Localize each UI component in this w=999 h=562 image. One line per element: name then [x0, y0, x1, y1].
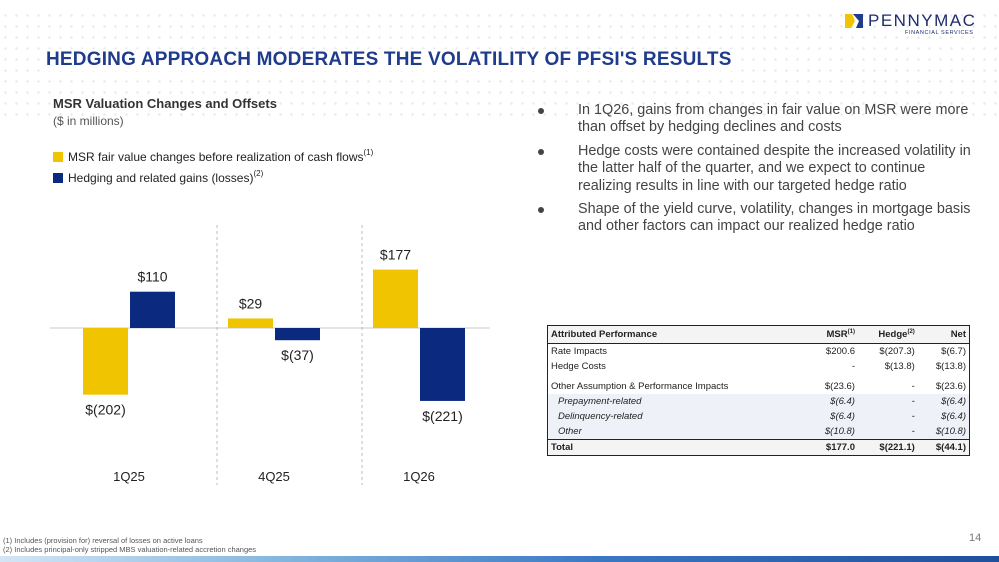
legend-swatch-gold	[53, 151, 63, 162]
bullet-item: In 1Q26, gains from changes in fair valu…	[532, 102, 972, 137]
legend-footnote-ref-1: (1)	[363, 148, 374, 157]
cell-hedge: $(13.8)	[884, 361, 915, 373]
data-label: $29	[239, 295, 263, 311]
cell-hedge: -	[911, 381, 915, 393]
cell-hedge: -	[857, 409, 918, 425]
table-row: Prepayment-related $(6.4) - $(6.4)	[547, 394, 970, 410]
table-row: Other $(10.8) - $(10.8)	[547, 424, 970, 440]
pennymac-logo: PENNYMAC FINANCIAL SERVICES	[845, 11, 985, 40]
x-tick-label: 4Q25	[258, 469, 290, 484]
cell-msr: $(10.8)	[807, 424, 858, 440]
bullet-item: Hedge costs were contained despite the i…	[532, 143, 972, 195]
msr-bar-chart: $(202) $110 1Q25 $29 $(37) 4Q25 $177 $(221) 1Q26	[50, 225, 490, 485]
x-tick-label: 1Q25	[113, 469, 145, 484]
bullet-item: Shape of the yield curve, volatility, ch…	[532, 201, 972, 236]
table-row: Other Assumption & Performance Impacts $…	[548, 374, 970, 394]
cell-net: $(6.4)	[917, 409, 970, 425]
data-label: $110	[137, 269, 167, 285]
table-total-row: Total $177.0 $(221.1) $(44.1)	[547, 439, 970, 457]
total-net: $(44.1)	[917, 439, 970, 457]
cell-msr: $(6.4)	[807, 394, 858, 410]
chart-legend: MSR fair value changes before realizatio…	[53, 146, 373, 188]
row-label: Hedge Costs	[551, 361, 606, 373]
row-label: Other Assumption & Performance Impacts	[551, 381, 729, 393]
cell-net: $(6.4)	[917, 394, 970, 410]
header-msr: MSR(1)	[807, 324, 858, 345]
bar-hedging-4Q25	[275, 328, 320, 341]
chart-title: MSR Valuation Changes and Offsets	[53, 96, 277, 111]
legend-label-hedging: Hedging and related gains (losses)	[68, 170, 254, 185]
logo-wordmark: PENNYMAC	[868, 11, 977, 30]
cell-hedge: $(207.3)	[879, 346, 915, 358]
header-net: Net	[917, 324, 970, 345]
cell-hedge: -	[857, 424, 918, 440]
cell-msr: $(6.4)	[807, 409, 858, 425]
row-label: Prepayment-related	[547, 394, 808, 410]
table-row: Rate Impacts $200.6 $(207.3) $(6.7)	[548, 344, 970, 360]
legend-footnote-ref-2: (2)	[253, 169, 264, 178]
header-msr-sup: (1)	[847, 329, 855, 335]
data-label: $(202)	[85, 402, 125, 418]
header-hedge-text: Hedge	[878, 329, 908, 341]
header-msr-text: MSR	[826, 329, 848, 341]
x-tick-label: 1Q26	[403, 469, 435, 484]
row-label: Rate Impacts	[551, 346, 607, 358]
header-hedge: Hedge(2)	[857, 324, 918, 345]
bar-hedging-1Q25	[130, 291, 175, 328]
bar-msr-1Q25	[83, 328, 128, 395]
bullet-list: In 1Q26, gains from changes in fair valu…	[532, 102, 972, 242]
logo-mark-icon	[845, 14, 863, 28]
legend-item-msr: MSR fair value changes before realizatio…	[53, 146, 373, 167]
row-label: Delinquency-related	[547, 409, 808, 425]
footnotes: (1) Includes (provision for) reversal of…	[3, 536, 256, 554]
logo-subtitle: FINANCIAL SERVICES	[905, 30, 974, 36]
header-label: Attributed Performance	[547, 324, 808, 345]
chart-subtitle: ($ in millions)	[53, 114, 124, 128]
cell-msr: -	[851, 361, 855, 373]
table-row: Hedge Costs - $(13.8) $(13.8)	[548, 359, 970, 374]
cell-net: $(23.6)	[935, 381, 966, 393]
cell-hedge: -	[857, 394, 918, 410]
footnote-2: (2) Includes principal-only stripped MBS…	[3, 545, 257, 554]
header-hedge-sup: (2)	[907, 329, 915, 335]
total-label: Total	[547, 439, 808, 457]
row-label: Other	[547, 424, 808, 440]
data-label: $(221)	[422, 408, 462, 424]
table-header-row: Attributed Performance MSR(1) Hedge(2) N…	[547, 324, 970, 345]
bottom-gradient-bar	[0, 556, 999, 562]
cell-net: $(13.8)	[935, 361, 966, 373]
total-msr: $177.0	[807, 439, 858, 457]
footnote-1: (1) Includes (provision for) reversal of…	[3, 536, 203, 545]
attributed-performance-table: Attributed Performance MSR(1) Hedge(2) N…	[547, 324, 970, 457]
cell-msr: $200.6	[825, 346, 855, 358]
total-hedge: $(221.1)	[857, 439, 918, 457]
legend-swatch-navy	[53, 172, 63, 183]
cell-net: $(10.8)	[917, 424, 970, 440]
legend-item-hedging: Hedging and related gains (losses) (2)	[53, 167, 373, 188]
page-number: 14	[969, 532, 982, 544]
bar-hedging-1Q26	[420, 328, 465, 401]
cell-net: $(6.7)	[941, 346, 966, 358]
data-label: $(37)	[281, 347, 314, 363]
bar-msr-1Q26	[373, 269, 418, 328]
cell-msr: $(23.6)	[824, 381, 855, 393]
data-label: $177	[380, 247, 411, 263]
slide-title: HEDGING APPROACH MODERATES THE VOLATILIT…	[46, 49, 736, 71]
table-row: Delinquency-related $(6.4) - $(6.4)	[547, 409, 970, 425]
legend-label-msr: MSR fair value changes before realizatio…	[68, 149, 364, 164]
bar-msr-4Q25	[228, 318, 273, 328]
